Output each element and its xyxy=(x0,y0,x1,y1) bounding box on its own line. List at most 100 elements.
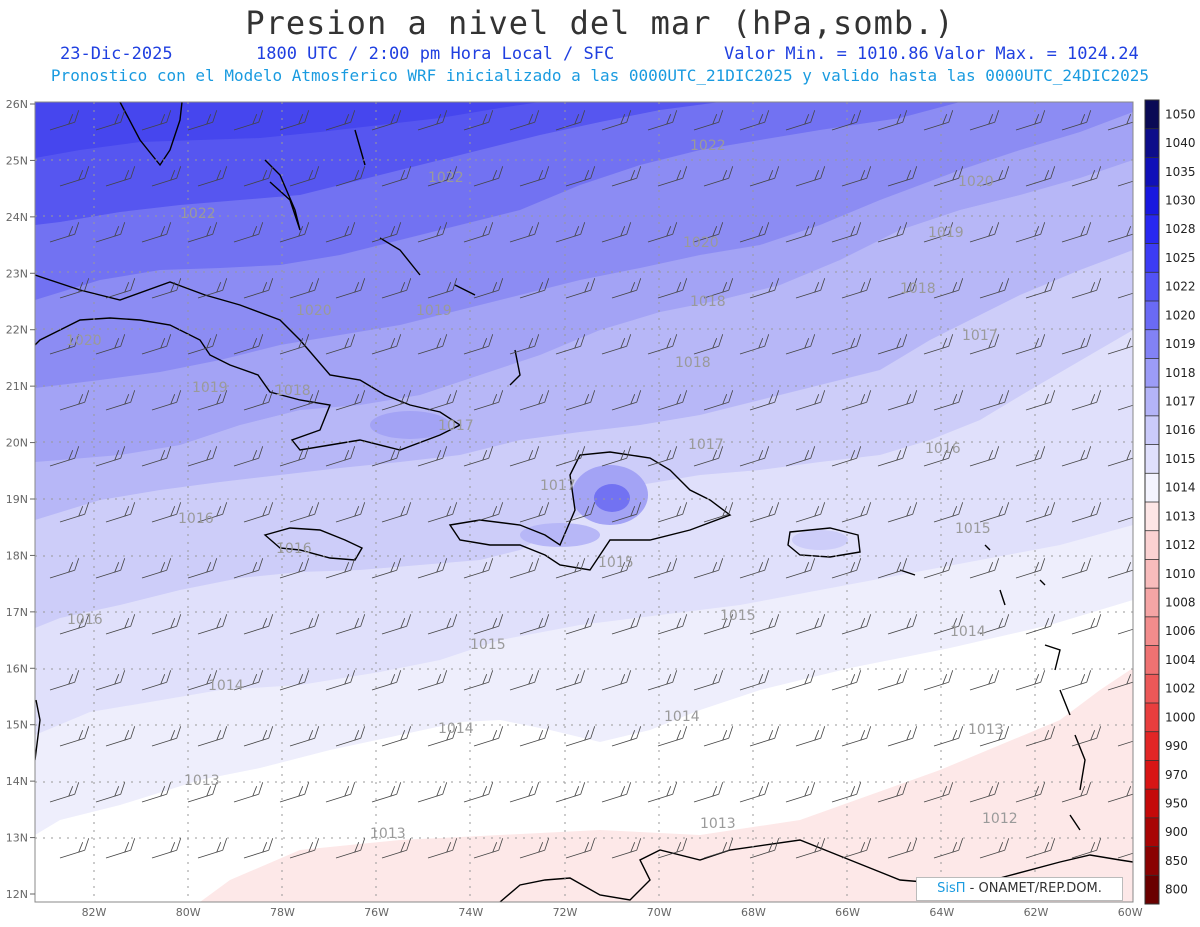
wind-barb xyxy=(979,390,1010,411)
wind-barb xyxy=(197,838,228,859)
wind-barb xyxy=(887,838,918,859)
wind-barb xyxy=(243,166,274,187)
wind-barb xyxy=(151,614,182,635)
wind-barb xyxy=(473,726,504,747)
contour-label: 1017 xyxy=(438,418,474,434)
wind-barb xyxy=(243,502,274,523)
coast-lesser-antilles xyxy=(899,544,1086,831)
wind-barb xyxy=(923,334,954,355)
low-feature-pr xyxy=(792,530,848,550)
colorbar-label: 850 xyxy=(1165,854,1188,868)
colorbar-swatch xyxy=(1145,817,1159,848)
wind-barb xyxy=(105,166,136,187)
colorbar-label: 1028 xyxy=(1165,222,1196,236)
colorbar-label: 1014 xyxy=(1165,481,1196,495)
lat-label: 22N xyxy=(6,324,28,337)
wind-barb xyxy=(749,278,780,299)
wind-barb xyxy=(841,726,872,747)
wind-barb xyxy=(325,334,356,355)
wind-barb xyxy=(739,222,770,243)
coast-bahamas xyxy=(264,129,521,386)
wind-barb xyxy=(151,390,182,411)
wind-barb xyxy=(749,726,780,747)
wind-barb xyxy=(749,390,780,411)
wind-barb xyxy=(647,334,678,355)
wind-barb xyxy=(877,222,908,243)
wind-barb xyxy=(1117,292,1133,299)
wind-barb xyxy=(289,390,320,411)
colorbar-label: 1017 xyxy=(1165,395,1196,409)
wind-barb xyxy=(335,278,366,299)
wind-barb xyxy=(381,278,412,299)
wind-barb xyxy=(279,334,310,355)
wind-barb xyxy=(473,166,504,187)
wind-barb xyxy=(739,782,770,803)
contour-label: 1015 xyxy=(720,608,756,624)
wind-barb xyxy=(49,334,80,355)
wind-barb xyxy=(509,110,540,131)
wind-barb xyxy=(1117,852,1133,859)
wind-barb xyxy=(325,222,356,243)
contour-label: 1022 xyxy=(428,170,464,186)
wind-barb xyxy=(565,278,596,299)
coast-central-america xyxy=(35,699,41,761)
wind-barb xyxy=(289,838,320,859)
colorbar-swatch xyxy=(1145,358,1159,388)
wind-barb xyxy=(1025,166,1056,187)
colorbar-label: 1019 xyxy=(1165,337,1196,351)
wind-barb xyxy=(555,670,586,691)
contour-label: 1015 xyxy=(955,521,991,537)
contour-label: 1015 xyxy=(598,555,634,571)
wind-barb xyxy=(59,838,90,859)
wind-barb xyxy=(877,446,908,467)
wind-barb xyxy=(427,614,458,635)
wind-barb xyxy=(647,558,678,579)
wind-barb xyxy=(831,558,862,579)
wind-barb xyxy=(887,278,918,299)
contour-label: 1012 xyxy=(982,811,1018,827)
colorbar-swatch xyxy=(1145,616,1159,647)
colorbar-label: 1006 xyxy=(1165,624,1196,638)
lat-label: 18N xyxy=(6,549,28,562)
wind-barb xyxy=(1015,334,1046,355)
wind-barb xyxy=(335,390,366,411)
contour-label: 1014 xyxy=(438,721,474,737)
wind-barb xyxy=(1117,180,1133,187)
wind-barb xyxy=(473,390,504,411)
colorbar-label: 1010 xyxy=(1165,567,1196,581)
wind-barb xyxy=(1061,670,1092,691)
contour-label: 1018 xyxy=(675,355,711,371)
wind-barb xyxy=(463,110,494,131)
colorbar-label: 1015 xyxy=(1165,452,1196,466)
wind-barb xyxy=(279,222,310,243)
lat-label: 19N xyxy=(6,493,28,506)
contour-label: 1014 xyxy=(208,678,244,694)
lat-label: 12N xyxy=(6,888,28,901)
wind-barb xyxy=(657,614,688,635)
wind-barb xyxy=(1107,786,1133,803)
wind-barb xyxy=(59,502,90,523)
wind-barb xyxy=(141,222,172,243)
wind-barb xyxy=(923,222,954,243)
colorbar-swatch xyxy=(1145,789,1159,819)
colorbar-swatch xyxy=(1145,214,1159,245)
wind-barb xyxy=(1061,222,1092,243)
wind-barb xyxy=(371,446,402,467)
coastlines xyxy=(35,102,1133,902)
wind-barb xyxy=(795,502,826,523)
longitude-labels: 82W 80W 78W 76W 74W 72W 70W 68W 66W 64W 62W 60W xyxy=(82,906,1143,919)
wind-barb xyxy=(417,782,448,803)
wind-barb xyxy=(463,670,494,691)
wind-barb xyxy=(151,726,182,747)
wind-barb xyxy=(509,334,540,355)
wind-barb xyxy=(1015,446,1046,467)
coast-south-america xyxy=(499,839,1133,902)
wind-barb xyxy=(749,502,780,523)
wind-barb xyxy=(601,110,632,131)
wind-barb xyxy=(831,334,862,355)
wind-barb xyxy=(923,558,954,579)
colorbar-label: 1004 xyxy=(1165,653,1196,667)
wind-barb xyxy=(233,334,264,355)
wind-barb xyxy=(95,334,126,355)
